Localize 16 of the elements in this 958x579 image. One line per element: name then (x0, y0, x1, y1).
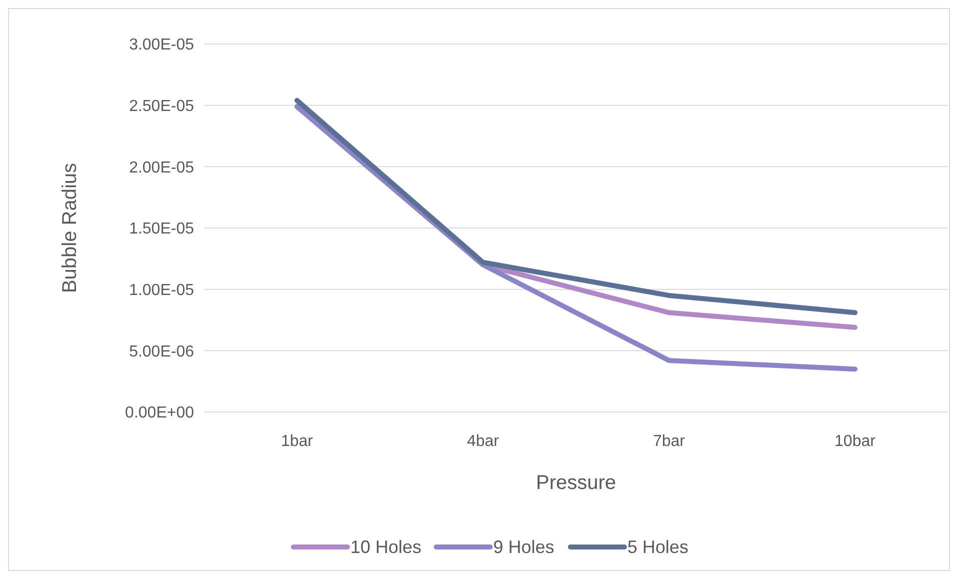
y-tick-label: 2.00E-05 (129, 159, 194, 176)
y-tick-label: 0.00E+00 (125, 404, 194, 422)
y-tick-label: 1.50E-05 (129, 220, 194, 238)
x-tick-label: 10bar (834, 433, 876, 450)
legend-label: 10 Holes (350, 537, 422, 557)
y-axis-title: Bubble Radius (59, 162, 81, 294)
x-tick-label: 4bar (466, 433, 500, 450)
x-axis-title: Pressure (536, 472, 616, 494)
y-tick-label: 1.00E-05 (129, 282, 194, 299)
legend-label: 9 Holes (493, 537, 554, 557)
y-tick-label: 2.50E-05 (129, 98, 194, 115)
y-tick-label: 5.00E-06 (129, 343, 194, 360)
x-tick-label: 7bar (652, 433, 686, 450)
legend-label: 5 Holes (627, 537, 688, 557)
x-tick-label: 1bar (280, 433, 314, 450)
y-tick-label: 3.00E-05 (129, 36, 194, 54)
